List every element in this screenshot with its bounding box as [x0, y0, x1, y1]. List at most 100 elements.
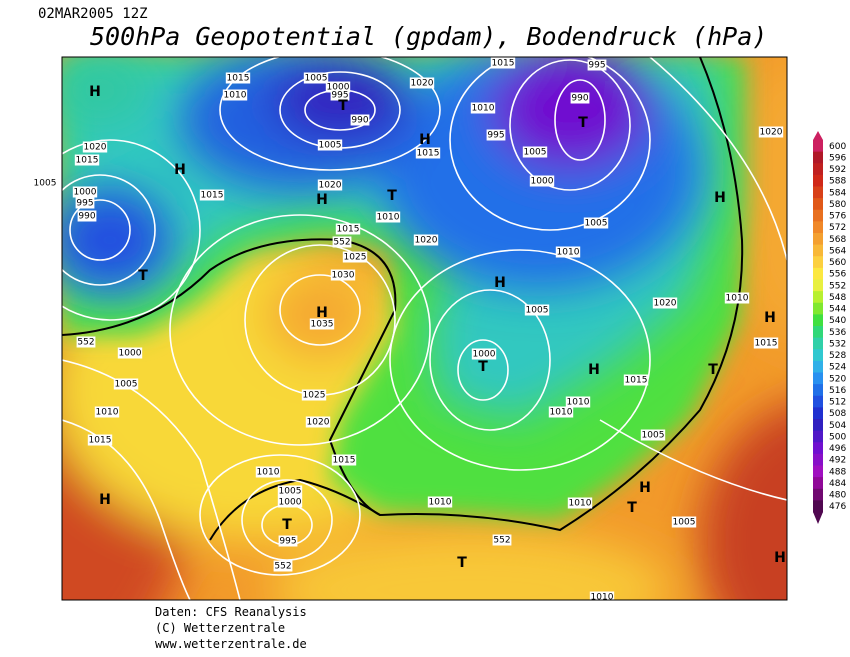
- label-box: [277, 496, 303, 508]
- colorbar-swatch: [813, 256, 823, 269]
- contour-label: 1005: [642, 431, 665, 441]
- label-box: [199, 189, 225, 201]
- colorbar-swatch: [813, 267, 823, 280]
- contour-label: 1005: [585, 219, 608, 229]
- colorbar-swatch: [813, 198, 823, 211]
- colorbar-swatch: [813, 465, 823, 478]
- contour-label: 1015: [625, 376, 648, 386]
- contour-label: 1035: [311, 320, 334, 330]
- label-box: [330, 89, 350, 101]
- colorbar-label: 564: [829, 246, 846, 256]
- label-box: [75, 197, 95, 209]
- contour-label: 1015: [755, 339, 778, 349]
- label-box: [225, 72, 251, 84]
- pressure-center: H: [316, 192, 328, 208]
- colorbar-swatch: [813, 337, 823, 350]
- contour-label: 1010: [569, 499, 592, 509]
- label-box: [529, 175, 555, 187]
- contour-label: 990: [78, 212, 95, 222]
- contour-label: 1020: [319, 181, 342, 191]
- contour-label: 552: [274, 562, 291, 572]
- label-box: [342, 251, 368, 263]
- colorbar-swatch: [813, 419, 823, 432]
- contour-label: 1010: [96, 408, 119, 418]
- footer-line: Daten: CFS Reanalysis: [155, 605, 307, 619]
- label-box: [565, 396, 591, 408]
- colorbar-label: 476: [829, 502, 846, 512]
- colorbar-label: 580: [829, 200, 846, 210]
- contour-label: 552: [493, 536, 510, 546]
- title: 500hPa Geopotential (gpdam), Bodendruck …: [90, 22, 767, 51]
- colorbar-label: 520: [829, 374, 846, 384]
- label-box: [724, 292, 750, 304]
- label-box: [301, 389, 327, 401]
- label-box: [305, 416, 331, 428]
- contour-label: 995: [76, 199, 93, 209]
- contour-label: 995: [331, 91, 348, 101]
- contour-label: 1010: [557, 248, 580, 258]
- colorbar-label: 540: [829, 316, 846, 326]
- colorbar-swatch: [813, 279, 823, 292]
- contour-label: 1015: [227, 74, 250, 84]
- contour-label: 990: [571, 94, 588, 104]
- pressure-center: H: [316, 305, 328, 321]
- label-box: [74, 154, 100, 166]
- colorbar-label: 544: [829, 305, 846, 315]
- label-box: [303, 72, 329, 84]
- label-box: [470, 102, 496, 114]
- contour-label: 1005: [319, 141, 342, 151]
- colorbar-label: 576: [829, 212, 846, 222]
- contour-label: 1000: [74, 188, 97, 198]
- colorbar-swatch: [813, 372, 823, 385]
- colorbar-label: 560: [829, 258, 846, 268]
- contour-label: 1025: [303, 391, 326, 401]
- label-box: [87, 434, 113, 446]
- pressure-center: T: [627, 500, 637, 516]
- contour-label: 995: [279, 537, 296, 547]
- contour-label: 1020: [411, 79, 434, 89]
- label-box: [492, 534, 512, 546]
- contour-label: 1005: [279, 487, 302, 497]
- colorbar-swatch: [813, 477, 823, 490]
- contour-label: 1000: [279, 498, 302, 508]
- colorbar-label: 584: [829, 188, 846, 198]
- colorbar-label: 588: [829, 177, 846, 187]
- colorbar-swatch: [813, 151, 823, 164]
- contour-label: 1015: [492, 59, 515, 69]
- label-box: [471, 348, 497, 360]
- colorbar-swatch: [813, 384, 823, 397]
- colorbar-label: 500: [829, 432, 846, 442]
- colorbar-label: 508: [829, 409, 846, 419]
- label-box: [486, 129, 506, 141]
- colorbar-swatch: [813, 209, 823, 222]
- label-box: [317, 139, 343, 151]
- contour-label: 1000: [473, 350, 496, 360]
- colorbar-swatch: [813, 244, 823, 257]
- label-box: [76, 336, 96, 348]
- colorbar-label: 572: [829, 223, 846, 233]
- label-box: [72, 186, 98, 198]
- colorbar-label: 600: [829, 142, 846, 152]
- label-box: [255, 466, 281, 478]
- pressure-center: H: [494, 275, 506, 291]
- colorbar-label: 504: [829, 421, 846, 431]
- label-box: [570, 92, 590, 104]
- label-box: [671, 516, 697, 528]
- label-box: [413, 234, 439, 246]
- label-box: [330, 269, 356, 281]
- colorbar-swatch: [813, 174, 823, 187]
- colorbar-swatch: [813, 407, 823, 420]
- contour-label: 552: [77, 338, 94, 348]
- colorbar-swatch: [813, 500, 823, 513]
- colorbar-swatch: [813, 395, 823, 408]
- footer-line: www.wetterzentrale.de: [155, 637, 307, 651]
- contour-label: 1000: [531, 177, 554, 187]
- pressure-center: H: [639, 480, 651, 496]
- colorbar-label: 592: [829, 165, 846, 175]
- colorbar-swatch: [813, 186, 823, 199]
- contour-label: 1020: [654, 299, 677, 309]
- contour-label: 1000: [119, 349, 142, 359]
- contour-label: 1005: [673, 518, 696, 528]
